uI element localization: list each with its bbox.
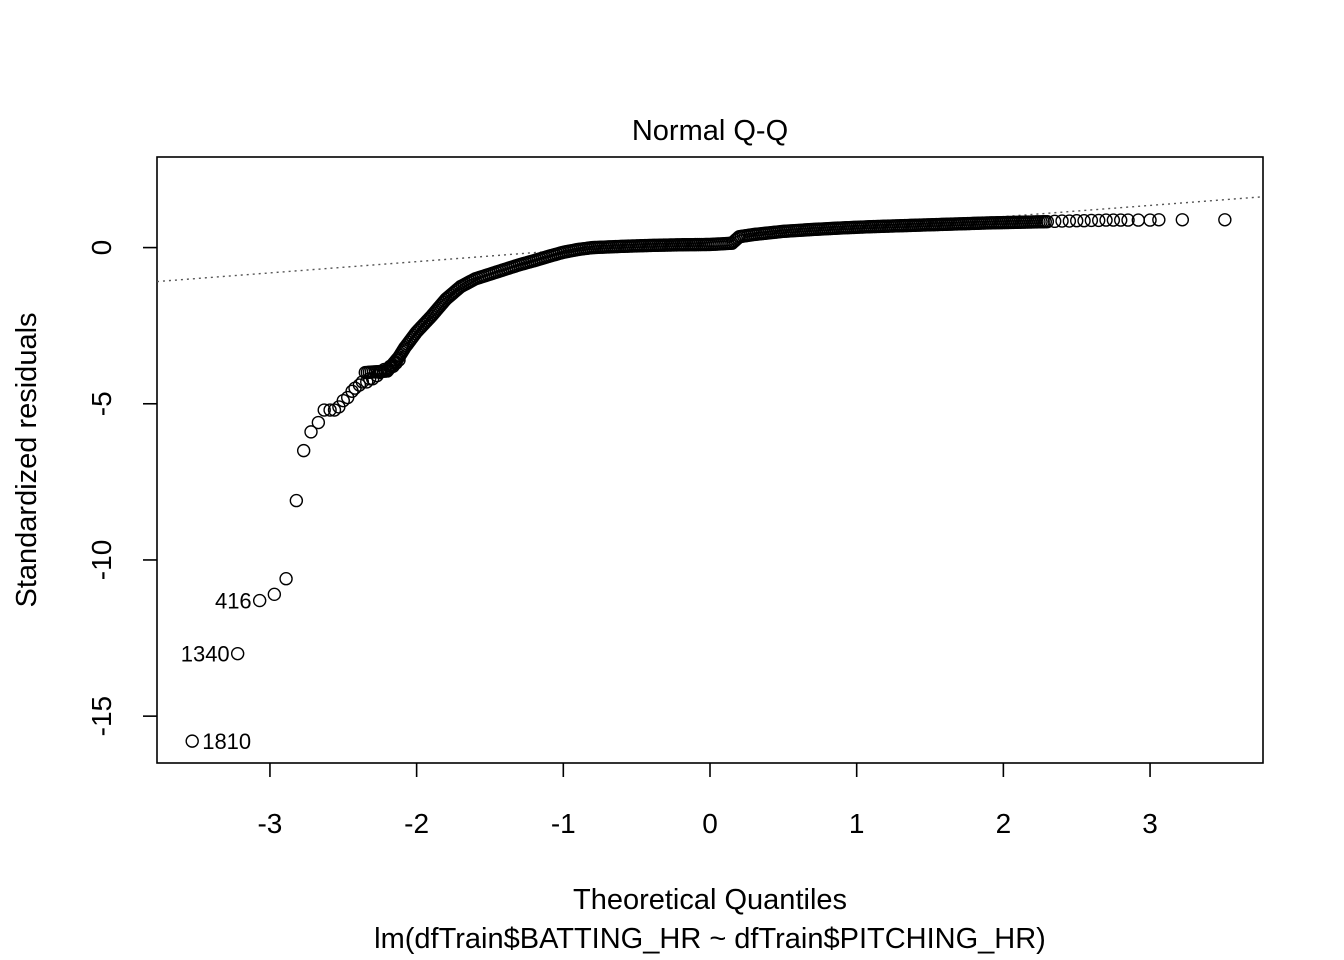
x-tick-label: 3: [1142, 808, 1158, 839]
data-point: [327, 403, 342, 417]
data-point: [267, 587, 282, 602]
chart-subtitle: lm(dfTrain$BATTING_HR ~ dfTrain$PITCHING…: [374, 923, 1046, 955]
x-tick-label: -1: [551, 808, 576, 839]
data-point: [1106, 213, 1121, 227]
data-point: [1040, 214, 1055, 229]
point-label: 1810: [202, 729, 251, 754]
data-point: [1055, 214, 1069, 228]
data-point: [252, 593, 267, 608]
data-point: [389, 356, 403, 370]
data-point: [230, 646, 245, 661]
data-point: [1175, 213, 1190, 227]
data-point: [1218, 213, 1232, 227]
x-axis-label: Theoretical Quantiles: [573, 884, 847, 916]
data-point: [1121, 213, 1135, 227]
x-tick-label: -3: [257, 808, 282, 839]
data-point: [317, 403, 331, 417]
data-point: [1048, 214, 1062, 229]
reference-line: [156, 196, 1264, 283]
y-tick-label: -5: [86, 391, 117, 416]
data-point: [1092, 213, 1106, 228]
y-tick-label: 0: [86, 240, 117, 256]
data-point: [1114, 213, 1128, 227]
data-point: [392, 353, 406, 367]
point-labels: 1810 1340 416: [181, 589, 252, 755]
data-point: [355, 375, 370, 389]
point-label: 1340: [181, 642, 230, 667]
data-point: [1152, 213, 1166, 227]
data-point: [352, 378, 367, 392]
x-axis: -3 -2 -1 0 1 2 3: [257, 763, 1158, 839]
data-point: [304, 425, 318, 439]
y-tick-label: -10: [86, 540, 117, 580]
data-point: [1070, 214, 1084, 228]
data-point: [289, 493, 304, 508]
x-tick-label: 0: [702, 808, 718, 839]
data-point: [311, 415, 326, 430]
data-points: [185, 213, 1232, 748]
data-point: [1099, 213, 1113, 227]
y-tick-label: -15: [86, 696, 117, 736]
data-point: [279, 572, 293, 586]
x-tick-label: 2: [996, 808, 1012, 839]
data-point: [1143, 213, 1157, 227]
data-point: [323, 403, 337, 417]
data-point: [1062, 214, 1077, 228]
x-tick-label: -2: [404, 808, 429, 839]
data-point: [1084, 213, 1099, 228]
x-tick-label: 1: [849, 808, 865, 839]
chart-title: Normal Q-Q: [632, 115, 788, 147]
data-point: [185, 734, 199, 748]
y-axis-label: Standardized residuals: [11, 312, 43, 607]
y-axis: -15 -10 -5 0: [86, 240, 157, 736]
data-point: [296, 443, 311, 458]
data-point: [728, 233, 742, 248]
point-label: 416: [215, 589, 252, 614]
data-point: [373, 365, 387, 380]
data-point: [1077, 214, 1091, 228]
data-point: [336, 393, 350, 408]
